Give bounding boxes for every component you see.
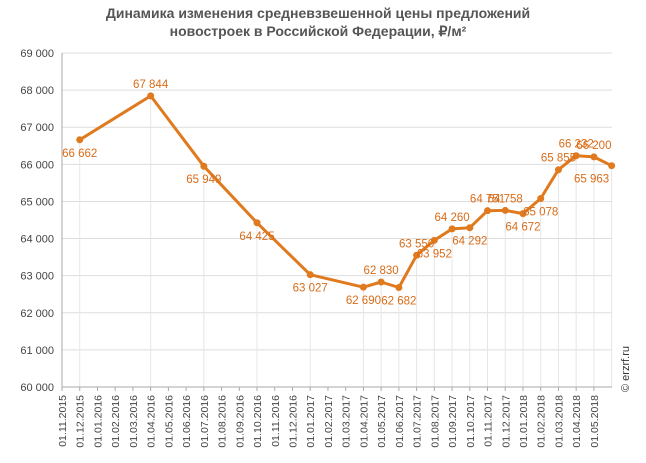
data-label: 66 662 <box>62 148 97 160</box>
data-point <box>590 153 598 161</box>
data-point <box>448 225 456 233</box>
data-point <box>608 162 616 170</box>
chart-title-line-1: Динамика изменения средневзвешенной цены… <box>106 5 530 21</box>
y-tick-label: 68 000 <box>20 85 54 97</box>
data-point <box>466 224 474 232</box>
watermark: © erzrf.ru <box>620 346 632 392</box>
y-tick-label: 67 000 <box>20 122 54 134</box>
chart-title-line-2: новостроек в Российской Федерации, ₽/м² <box>170 23 467 39</box>
data-point <box>306 271 314 279</box>
y-tick-label: 62 000 <box>20 308 54 320</box>
x-tick-label: 01.10.2017 <box>465 395 477 448</box>
x-tick-label: 01.08.2016 <box>217 395 229 448</box>
data-point <box>484 207 492 215</box>
x-tick-label: 01.11.2017 <box>483 395 495 447</box>
x-tick-label: 01.04.2016 <box>146 395 158 448</box>
data-point <box>200 162 208 170</box>
x-tick-label: 01.06.2016 <box>181 395 193 448</box>
data-label: 65 949 <box>186 174 221 186</box>
x-tick-label: 01.12.2016 <box>287 395 299 448</box>
x-tick-label: 01.02.2018 <box>536 395 548 448</box>
x-tick-label: 01.12.2017 <box>500 395 512 448</box>
x-tick-label: 01.01.2017 <box>305 395 317 448</box>
data-point <box>377 278 385 286</box>
x-tick-label: 01.04.2017 <box>358 395 370 448</box>
y-tick-label: 61 000 <box>20 345 54 357</box>
x-tick-label: 01.03.2018 <box>553 395 565 448</box>
x-tick-label: 01.07.2016 <box>199 395 211 448</box>
data-label: 64 758 <box>488 193 523 205</box>
data-label: 64 292 <box>452 236 487 248</box>
x-tick-label: 01.11.2015 <box>57 395 69 447</box>
y-tick-label: 66 000 <box>20 159 54 171</box>
x-tick-label: 01.03.2016 <box>128 395 140 448</box>
x-tick-label: 01.05.2016 <box>163 395 175 448</box>
x-tick-label: 01.01.2016 <box>92 395 104 448</box>
y-tick-label: 64 000 <box>20 234 54 246</box>
data-label: 62 830 <box>364 265 399 277</box>
data-label: 64 672 <box>505 222 540 234</box>
x-tick-label: 01.03.2017 <box>341 395 353 448</box>
data-point <box>554 166 562 174</box>
x-tick-label: 01.05.2018 <box>589 395 601 448</box>
y-tick-label: 69 000 <box>20 48 54 60</box>
grid <box>62 52 612 351</box>
data-point <box>359 283 367 291</box>
data-point <box>537 195 545 203</box>
data-point <box>572 152 580 160</box>
data-point <box>395 283 403 291</box>
x-tick-label: 01.12.2015 <box>75 395 87 448</box>
x-tick-label: 01.05.2017 <box>376 395 388 448</box>
x-tick-label: 01.06.2017 <box>394 395 406 448</box>
data-label: 64 425 <box>239 231 274 243</box>
x-tick-label: 01.09.2017 <box>447 395 459 448</box>
data-label: 63 550 <box>399 238 434 250</box>
data-label: 65 078 <box>523 207 558 219</box>
data-label: 66 232 <box>559 139 594 151</box>
series-line <box>78 94 614 289</box>
axes: 60 000 61 000 62 000 63 000 64 000 65 000 66 0… <box>20 48 612 448</box>
data-point <box>501 206 509 214</box>
data-label: 65 963 <box>574 174 609 186</box>
data-point <box>76 136 84 144</box>
x-tick-label: 01.09.2016 <box>234 395 246 448</box>
series <box>76 92 616 291</box>
x-tick-label: 01.11.2016 <box>270 395 282 447</box>
data-point <box>253 219 261 227</box>
data-point <box>430 236 438 244</box>
data-point <box>413 251 421 259</box>
y-tick-label: 63 000 <box>20 271 54 283</box>
drop-lines <box>79 95 613 387</box>
data-label: 62 690 <box>346 295 381 307</box>
x-tick-label: 01.02.2017 <box>323 395 335 448</box>
x-tick-label: 01.10.2016 <box>252 395 264 448</box>
data-label: 64 260 <box>434 212 469 224</box>
data-label: 62 682 <box>381 295 416 307</box>
x-tick-label: 01.08.2017 <box>429 395 441 448</box>
data-label: 63 952 <box>417 248 452 260</box>
data-label: 65 855 <box>541 153 576 165</box>
data-labels: 66 662 67 844 65 949 64 425 63 027 62 690 62 8… <box>62 79 611 308</box>
x-tick-label: 01.07.2017 <box>412 395 424 448</box>
y-tick-label: 60 000 <box>20 382 54 394</box>
data-point <box>519 210 527 218</box>
data-point <box>147 92 155 100</box>
x-tick-label: 01.02.2016 <box>110 395 122 448</box>
x-tick-label: 01.01.2018 <box>518 395 530 448</box>
data-label: 63 027 <box>293 283 328 295</box>
y-tick-label: 65 000 <box>20 196 54 208</box>
data-label: 66 200 <box>576 140 611 152</box>
x-tick-label: 01.04.2018 <box>571 395 583 448</box>
data-label: 67 844 <box>133 79 169 91</box>
data-label: 64 751 <box>470 194 505 206</box>
